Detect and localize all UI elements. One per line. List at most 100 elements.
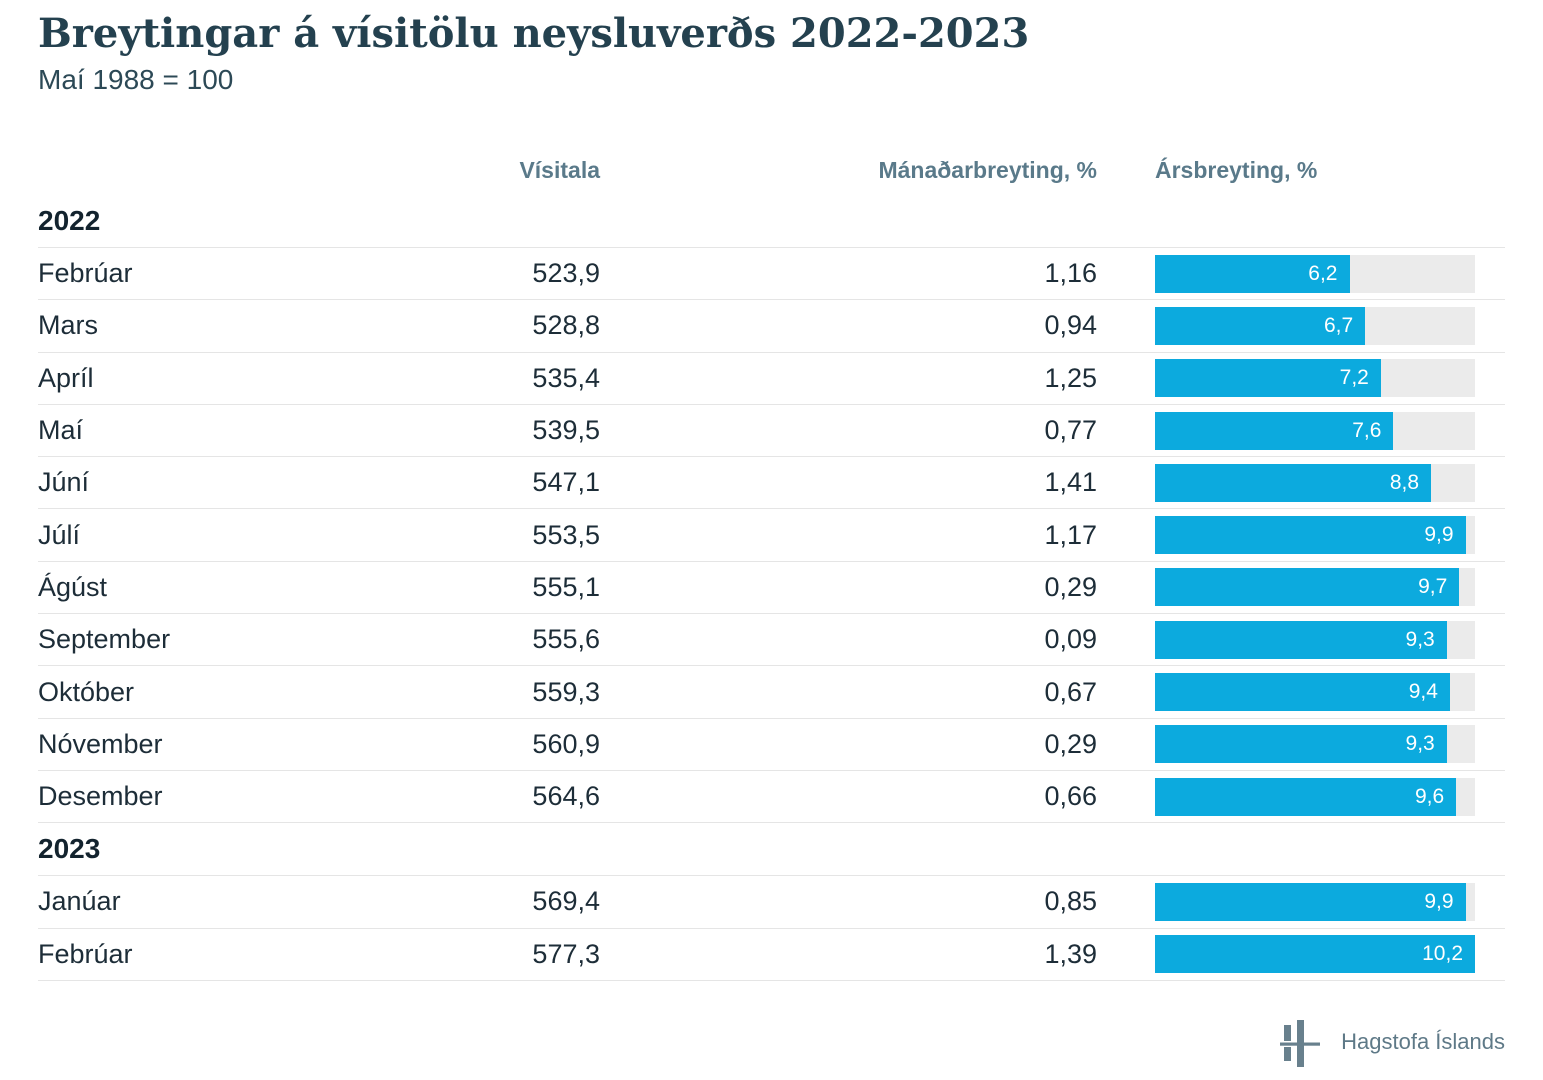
yearly-bar-cell: 9,6 [1097,777,1505,816]
yearly-bar-cell: 9,3 [1097,725,1505,764]
yearly-bar-cell: 7,6 [1097,411,1505,450]
visitala-value: 559,3 [532,676,600,707]
yearly-bar-fill: 9,3 [1155,620,1447,659]
table-row: Júní 547,1 1,41 8,8 [38,457,1505,510]
yearly-bar-track: 9,3 [1155,725,1475,764]
month-label: Apríl [38,362,94,393]
yearly-bar-track: 9,7 [1155,568,1475,607]
table-row: Ágúst 555,1 0,29 9,7 [38,562,1505,615]
yearly-bar-track: 10,2 [1155,935,1475,974]
monthly-change-value: 0,67 [1044,676,1097,707]
month-label: Nóvember [38,728,163,759]
cpi-table: Vísitala Mánaðarbreyting, % Ársbreyting,… [38,145,1505,981]
yearly-bar-label: 7,6 [1352,418,1382,442]
yearly-bar-cell: 6,7 [1097,306,1505,345]
yearly-change-column-header: Ársbreyting, % [1155,156,1318,183]
yearly-bar-track: 8,8 [1155,463,1475,502]
month-label: Júní [38,467,90,498]
year-label: 2022 [38,205,101,236]
yearly-bar-track: 7,2 [1155,359,1475,398]
yearly-bar-fill: 9,4 [1155,673,1450,712]
yearly-bar-fill: 6,7 [1155,306,1366,345]
month-label: Maí [38,415,84,446]
yearly-bar-label: 9,3 [1405,732,1435,756]
footer: Hagstofa Íslands [38,1011,1505,1073]
yearly-bar-cell: 10,2 [1097,935,1505,974]
table-row: Nóvember 560,9 0,29 9,3 [38,719,1505,771]
month-label: Febrúar [38,258,133,289]
yearly-bar-track: 6,2 [1155,254,1475,293]
month-label: Mars [38,310,98,341]
monthly-change-value: 1,17 [1044,519,1097,550]
visitala-value: 577,3 [532,938,600,969]
yearly-bar-label: 9,9 [1424,523,1454,547]
yearly-bar-label: 6,7 [1323,313,1354,337]
yearly-bar-label: 7,2 [1339,366,1369,390]
yearly-bar-label: 9,9 [1424,889,1454,913]
org-name: Hagstofa Íslands [1341,1028,1505,1054]
page-subtitle: Maí 1988 = 100 [38,64,234,95]
visitala-value: 553,5 [532,519,600,550]
yearly-bar-label: 6,2 [1308,261,1338,285]
yearly-bar-track: 9,4 [1155,673,1475,712]
yearly-bar-cell: 9,7 [1097,568,1505,607]
yearly-bar-fill: 7,6 [1155,411,1394,450]
visitala-value: 523,9 [532,258,600,289]
table-row: Febrúar 523,9 1,16 6,2 [38,248,1505,301]
table-row: September 555,6 0,09 9,3 [38,614,1505,667]
month-label: Október [38,676,135,707]
yearly-bar-fill: 7,2 [1155,359,1381,398]
year-row: 2022 [38,195,1505,248]
visitala-value: 539,5 [532,415,600,446]
table-row: Desember 564,6 0,66 9,6 [38,771,1505,824]
month-label: Ágúst [38,571,108,602]
year-row: 2023 [38,823,1505,877]
monthly-change-value: 0,29 [1044,728,1097,759]
yearly-bar-label: 10,2 [1422,942,1463,966]
table-row: Júlí 553,5 1,17 9,9 [38,509,1505,562]
visitala-value: 569,4 [532,886,600,917]
yearly-bar-cell: 9,9 [1097,882,1505,921]
month-label: Janúar [38,886,121,917]
month-label: Desember [38,781,163,812]
visitala-value: 555,1 [532,571,600,602]
table-body: 2022 Febrúar 523,9 1,16 6,2 Mars 528,8 0,94 6,7 A… [38,195,1505,981]
yearly-bar-label: 9,4 [1408,680,1438,704]
hagstofa-logo-icon [1280,1019,1321,1067]
yearly-bar-fill: 9,9 [1155,882,1466,921]
yearly-bar-track: 9,3 [1155,620,1475,659]
monthly-change-value: 1,16 [1044,258,1097,289]
visitala-value: 555,6 [532,624,600,655]
yearly-bar-fill: 9,6 [1155,777,1457,816]
table-row: Október 559,3 0,67 9,4 [38,666,1505,719]
yearly-bar-cell: 7,2 [1097,359,1505,398]
monthly-change-value: 0,09 [1044,624,1097,655]
table-row: Maí 539,5 0,77 7,6 [38,405,1505,458]
monthly-change-value: 0,29 [1044,571,1097,602]
yearly-bar-cell: 9,3 [1097,620,1505,659]
yearly-bar-fill: 9,3 [1155,725,1447,764]
month-label: September [38,624,171,655]
yearly-bar-fill: 9,7 [1155,568,1460,607]
month-label: Febrúar [38,938,133,969]
yearly-bar-cell: 6,2 [1097,254,1505,293]
yearly-bar-label: 8,8 [1389,470,1420,494]
yearly-bar-cell: 9,9 [1097,516,1505,555]
page-title: Breytingar á vísitölu neysluverðs 2022-2… [38,10,1030,57]
table-row: Janúar 569,4 0,85 9,9 [38,876,1505,929]
visitala-value: 564,6 [532,781,600,812]
yearly-bar-cell: 9,4 [1097,673,1505,712]
yearly-bar-fill: 8,8 [1155,463,1432,502]
monthly-change-value: 0,85 [1044,886,1097,917]
yearly-bar-fill: 9,9 [1155,516,1466,555]
visitala-value: 535,4 [532,362,600,393]
table-row: Apríl 535,4 1,25 7,2 [38,353,1505,405]
yearly-bar-track: 9,9 [1155,882,1475,921]
yearly-bar-cell: 8,8 [1097,463,1505,502]
visitala-value: 560,9 [532,728,600,759]
yearly-bar-fill: 10,2 [1155,935,1475,974]
monthly-change-value: 0,66 [1044,781,1097,812]
monthly-change-value: 1,39 [1044,938,1097,969]
yearly-bar-label: 9,7 [1418,575,1448,599]
